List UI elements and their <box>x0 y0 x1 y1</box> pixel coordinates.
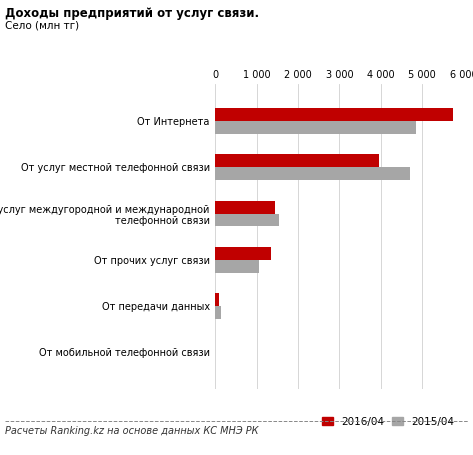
Bar <box>215 201 275 213</box>
Bar <box>215 121 416 134</box>
Legend: 2016/04, 2015/04: 2016/04, 2015/04 <box>318 413 458 431</box>
Bar <box>215 167 410 180</box>
Bar <box>215 247 271 260</box>
Bar <box>215 260 259 273</box>
Text: Село (млн тг): Село (млн тг) <box>5 20 79 30</box>
Text: Доходы предприятий от услуг связи.: Доходы предприятий от услуг связи. <box>5 7 259 20</box>
Bar <box>215 108 453 121</box>
Bar <box>215 213 280 227</box>
Bar <box>215 306 220 319</box>
Text: Расчеты Ranking.kz на основе данных КС МНЭ РК: Расчеты Ranking.kz на основе данных КС М… <box>5 426 258 436</box>
Bar <box>215 293 219 306</box>
Bar <box>215 154 379 167</box>
